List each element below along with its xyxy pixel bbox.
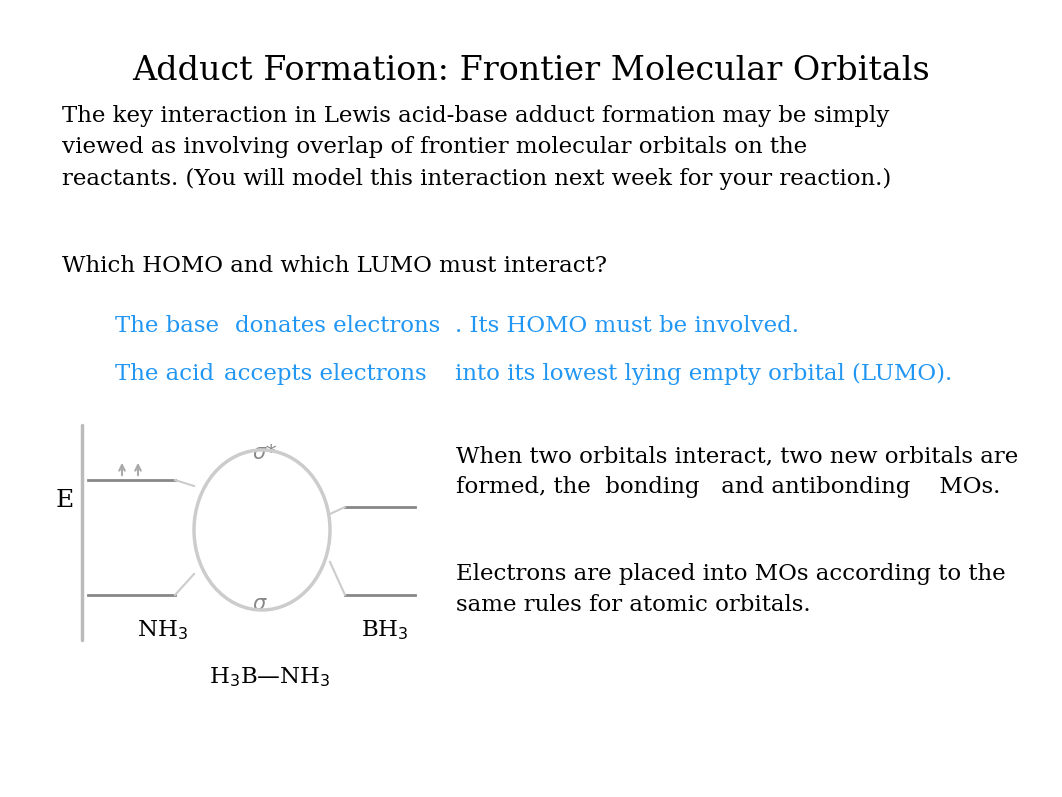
Text: accepts electrons: accepts electrons	[224, 363, 427, 385]
Text: donates electrons: donates electrons	[235, 315, 441, 337]
Text: When two orbitals interact, two new orbitals are
formed, the  bonding   and anti: When two orbitals interact, two new orbi…	[456, 445, 1018, 498]
Text: The base: The base	[115, 315, 219, 337]
Text: $\sigma$*: $\sigma$*	[252, 443, 277, 462]
Text: H$_3$B—NH$_3$: H$_3$B—NH$_3$	[209, 665, 331, 689]
Text: Adduct Formation: Frontier Molecular Orbitals: Adduct Formation: Frontier Molecular Orb…	[132, 55, 930, 87]
Text: BH$_3$: BH$_3$	[361, 618, 409, 642]
Text: Electrons are placed into MOs according to the
same rules for atomic orbitals.: Electrons are placed into MOs according …	[456, 563, 1006, 616]
Text: $\sigma$: $\sigma$	[252, 595, 268, 614]
Text: The key interaction in Lewis acid-base adduct formation may be simply
viewed as : The key interaction in Lewis acid-base a…	[62, 105, 891, 190]
Text: NH$_3$: NH$_3$	[137, 618, 188, 642]
Text: into its lowest lying empty orbital (LUMO).: into its lowest lying empty orbital (LUM…	[455, 363, 953, 385]
Text: Which HOMO and which LUMO must interact?: Which HOMO and which LUMO must interact?	[62, 255, 607, 277]
Text: . Its HOMO must be involved.: . Its HOMO must be involved.	[455, 315, 799, 337]
Text: E: E	[56, 489, 74, 512]
Text: The acid: The acid	[115, 363, 215, 385]
